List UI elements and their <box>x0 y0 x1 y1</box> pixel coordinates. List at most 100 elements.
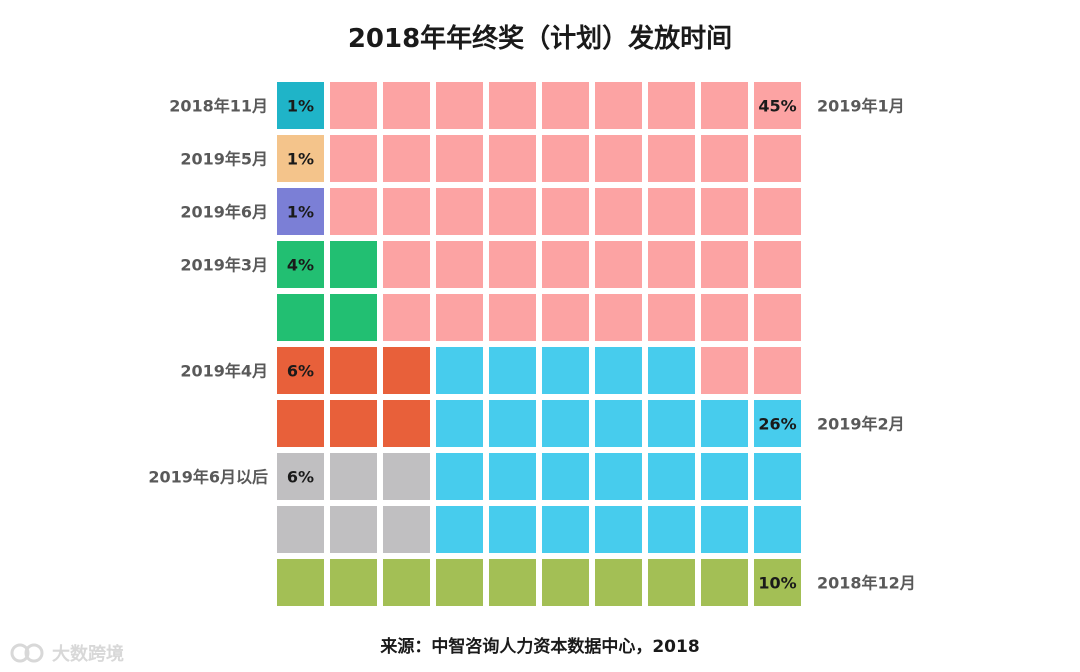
waffle-cell <box>648 241 695 288</box>
waffle-cell <box>277 188 324 235</box>
waffle-cell <box>383 559 430 606</box>
waffle-cell <box>489 241 536 288</box>
waffle-cell <box>754 347 801 394</box>
cell-percent-label: 1% <box>287 150 314 169</box>
waffle-cell <box>436 241 483 288</box>
waffle-cell <box>701 188 748 235</box>
waffle-cell <box>277 347 324 394</box>
waffle-cell <box>542 135 589 182</box>
waffle-cell <box>277 241 324 288</box>
cell-percent-label: 4% <box>287 256 314 275</box>
waffle-cell <box>754 506 801 553</box>
waffle-cell <box>330 453 377 500</box>
waffle-cell <box>701 135 748 182</box>
waffle-cell <box>701 294 748 341</box>
waffle-cell <box>330 82 377 129</box>
waffle-cell <box>489 188 536 235</box>
waffle-cell <box>595 347 642 394</box>
waffle-cell <box>489 559 536 606</box>
waffle-cell <box>595 82 642 129</box>
waffle-cell <box>489 347 536 394</box>
waffle-cell <box>436 559 483 606</box>
waffle-cell <box>648 453 695 500</box>
waffle-cell <box>542 241 589 288</box>
waffle-cell <box>330 559 377 606</box>
cell-percent-label: 45% <box>758 97 796 116</box>
series-name-label: 2019年6月以后 <box>148 468 268 487</box>
waffle-cell <box>436 188 483 235</box>
waffle-cell <box>277 135 324 182</box>
waffle-cell <box>436 294 483 341</box>
waffle-cell <box>701 241 748 288</box>
waffle-cell <box>330 506 377 553</box>
waffle-cell <box>754 135 801 182</box>
waffle-cell <box>383 188 430 235</box>
waffle-cell <box>277 506 324 553</box>
waffle-cell <box>754 241 801 288</box>
waffle-cell <box>648 559 695 606</box>
waffle-cell <box>277 400 324 447</box>
waffle-cell <box>383 453 430 500</box>
waffle-cell <box>330 241 377 288</box>
waffle-cell <box>436 453 483 500</box>
waffle-cell <box>436 82 483 129</box>
waffle-cell <box>542 506 589 553</box>
waffle-cell <box>383 347 430 394</box>
waffle-cell <box>542 400 589 447</box>
cell-percent-label: 10% <box>758 574 796 593</box>
waffle-cell <box>754 82 801 129</box>
series-name-label: 2018年11月 <box>169 97 268 116</box>
waffle-cell <box>648 82 695 129</box>
series-name-label: 2019年5月 <box>180 150 268 169</box>
waffle-cell <box>383 241 430 288</box>
waffle-cell <box>489 135 536 182</box>
waffle-cell <box>648 400 695 447</box>
source-note: 来源：中智咨询人力资本数据中心，2018 <box>380 637 700 657</box>
watermark-logo-icon <box>10 643 44 663</box>
waffle-cell <box>330 294 377 341</box>
waffle-cell <box>330 400 377 447</box>
series-name-label: 2019年4月 <box>180 362 268 381</box>
waffle-cell <box>489 400 536 447</box>
waffle-cell <box>383 400 430 447</box>
waffle-cell <box>383 82 430 129</box>
waffle-cell <box>383 294 430 341</box>
cell-percent-label: 1% <box>287 97 314 116</box>
series-name-label: 2019年1月 <box>817 97 905 116</box>
waffle-cell <box>648 506 695 553</box>
waffle-cell <box>489 506 536 553</box>
cell-percent-label: 6% <box>287 362 314 381</box>
waffle-cell <box>701 400 748 447</box>
waffle-cell <box>330 188 377 235</box>
waffle-cell <box>701 506 748 553</box>
waffle-cell <box>330 135 377 182</box>
waffle-cell <box>436 135 483 182</box>
waffle-cell <box>701 453 748 500</box>
series-name-label: 2019年3月 <box>180 256 268 275</box>
waffle-cell <box>595 400 642 447</box>
waffle-cell <box>754 400 801 447</box>
waffle-cell <box>595 241 642 288</box>
watermark: 大数跨境 <box>10 640 124 666</box>
waffle-cell <box>542 347 589 394</box>
waffle-cell <box>754 453 801 500</box>
waffle-cell <box>542 294 589 341</box>
waffle-cell <box>277 453 324 500</box>
waffle-cell <box>754 559 801 606</box>
waffle-cell <box>595 294 642 341</box>
watermark-text: 大数跨境 <box>52 644 124 665</box>
waffle-cell <box>542 188 589 235</box>
waffle-cell <box>277 82 324 129</box>
series-name-label: 2019年2月 <box>817 415 905 434</box>
cell-percent-label: 1% <box>287 203 314 222</box>
waffle-cell <box>701 347 748 394</box>
cell-percent-label: 6% <box>287 468 314 487</box>
waffle-cell <box>489 294 536 341</box>
waffle-cell <box>648 135 695 182</box>
waffle-cell <box>595 135 642 182</box>
waffle-cell <box>701 82 748 129</box>
chart-title: 2018年年终奖（计划）发放时间 <box>347 24 733 54</box>
series-name-label: 2019年6月 <box>180 203 268 222</box>
cell-percent-label: 26% <box>758 415 796 434</box>
waffle-cell <box>542 82 589 129</box>
